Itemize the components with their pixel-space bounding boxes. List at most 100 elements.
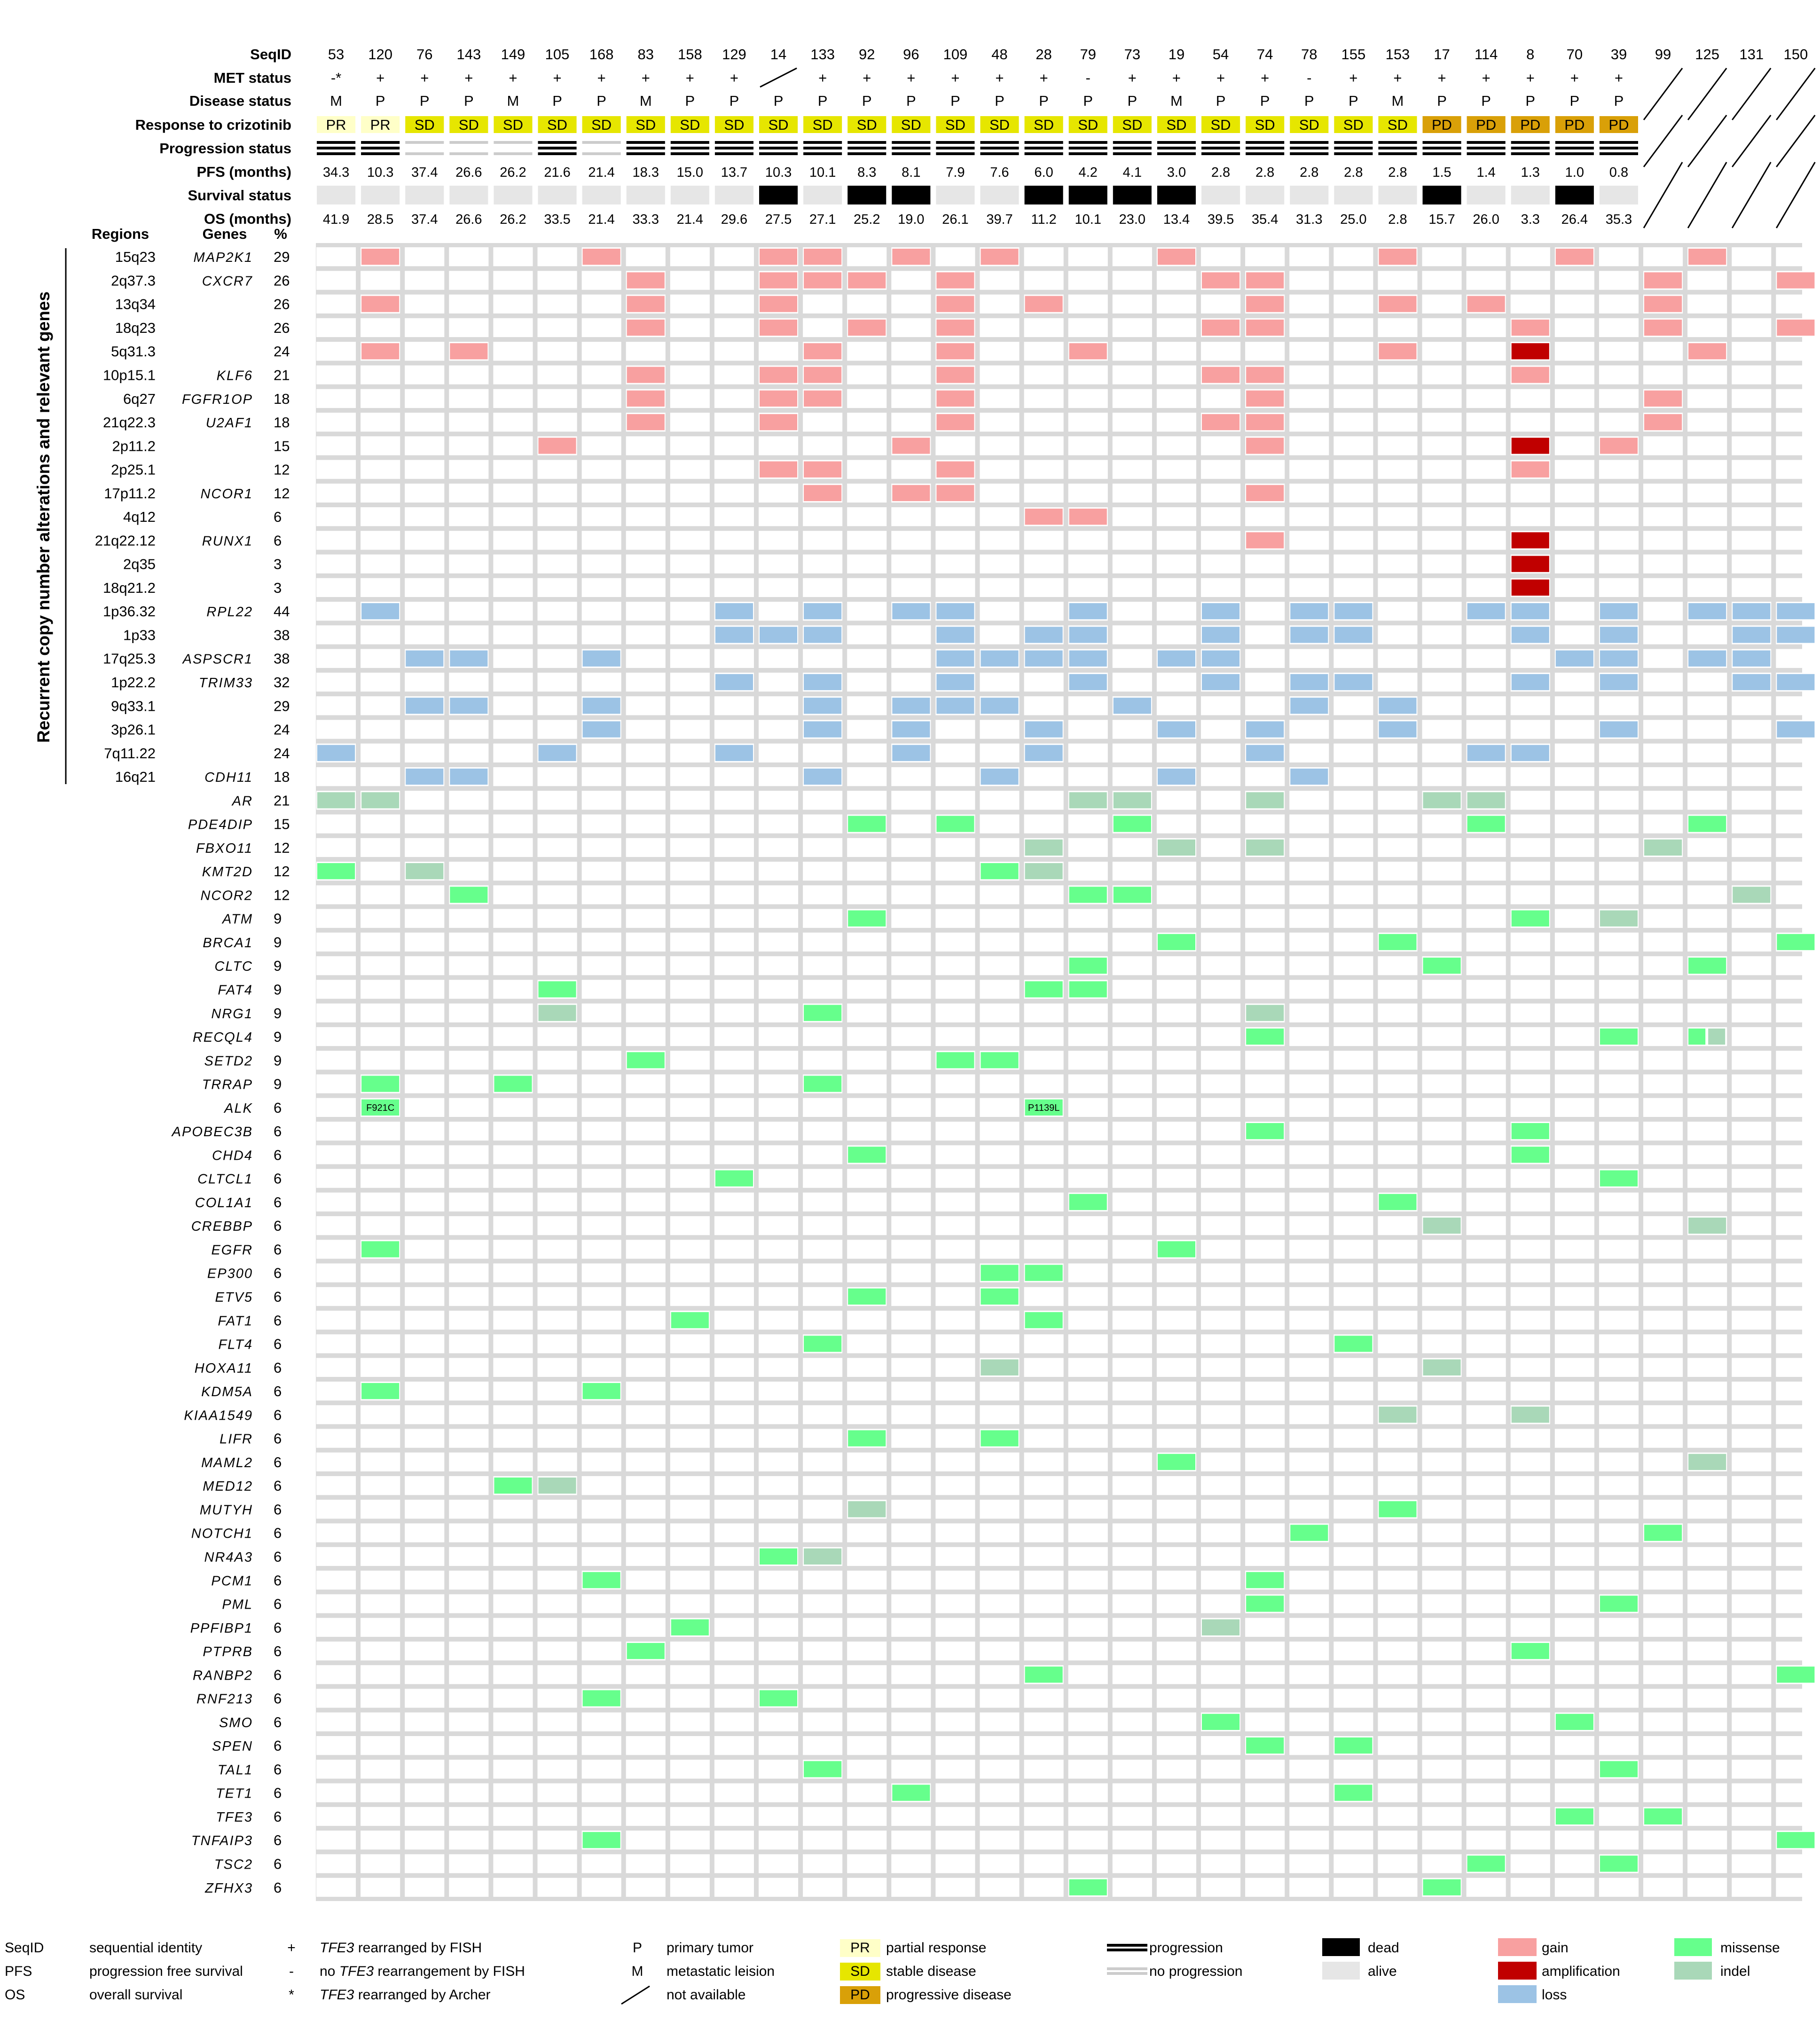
- grid-row-2p11.2: [316, 436, 1816, 456]
- cell-background: [1156, 1500, 1196, 1519]
- cell-background: [316, 271, 356, 290]
- cell-background: [891, 1405, 931, 1424]
- cell-background: [1201, 460, 1241, 479]
- cell-background: [1422, 1145, 1462, 1164]
- cell-background: [1156, 318, 1196, 338]
- disease-status-value: P: [1570, 93, 1580, 109]
- cell-background: [1687, 294, 1727, 314]
- progression-line: [670, 147, 709, 149]
- cell-background: [980, 1594, 1020, 1613]
- cell-background: [1024, 389, 1064, 408]
- cell-background: [1245, 1831, 1285, 1850]
- cell-gain: [936, 461, 974, 478]
- cell-background: [1245, 767, 1285, 786]
- cell-indel: [1600, 910, 1638, 927]
- cell-background: [803, 1736, 843, 1755]
- progression-line: [847, 147, 886, 149]
- seqid-label: 133: [810, 46, 835, 63]
- cell-background: [1422, 649, 1462, 668]
- cell-background: [626, 1807, 666, 1826]
- cell-background: [1466, 1571, 1506, 1590]
- cell-background: [537, 932, 577, 952]
- cell-background: [1378, 436, 1418, 456]
- cell-background: [1156, 1192, 1196, 1212]
- grid-row-7q11.22: [316, 743, 1816, 762]
- cell-background: [847, 247, 887, 267]
- cell-background: [803, 1027, 843, 1046]
- gene-label: CXCR7: [202, 274, 253, 289]
- gene-label: TET1: [216, 1786, 253, 1801]
- cell-background: [626, 1358, 666, 1377]
- cell-background: [1201, 791, 1241, 810]
- cell-background: [316, 294, 356, 314]
- cell-background: [1112, 1736, 1152, 1755]
- cell-background: [493, 1712, 533, 1732]
- cell-background: [759, 767, 799, 786]
- cell-background: [1024, 1145, 1064, 1164]
- os-value: 41.9: [323, 212, 349, 227]
- gene-label: NR4A3: [204, 1550, 253, 1565]
- legend-disease-text: not available: [667, 1987, 745, 2003]
- cell-background: [1554, 625, 1594, 645]
- cell-background: [626, 862, 666, 881]
- cell-background: [1024, 578, 1064, 597]
- cell-background: [1732, 814, 1772, 833]
- os-value: 25.0: [1340, 212, 1366, 227]
- cell-background: [935, 1736, 975, 1755]
- cell-background: [1334, 1216, 1373, 1235]
- cell-background: [405, 1192, 445, 1212]
- cell-loss: [1290, 627, 1328, 643]
- cell-background: [759, 1736, 799, 1755]
- cell-background: [980, 932, 1020, 952]
- grid-row-2q35: [316, 554, 1816, 574]
- cell-background: [714, 247, 754, 267]
- cell-background: [1245, 1476, 1285, 1495]
- cell-background: [1422, 1240, 1462, 1259]
- cell-missense: [1069, 887, 1107, 903]
- cell-background: [581, 1618, 621, 1637]
- cell-background: [714, 1287, 754, 1306]
- cell-background: [1466, 1216, 1506, 1235]
- cell-background: [891, 460, 931, 479]
- cell-background: [670, 1074, 710, 1093]
- cell-background: [714, 1452, 754, 1472]
- cell-background: [1687, 483, 1727, 503]
- legend-response-text: partial response: [886, 1940, 986, 1956]
- cell-background: [714, 696, 754, 715]
- cell-background: [980, 1854, 1020, 1873]
- cell-background: [891, 1263, 931, 1282]
- cell-background: [891, 1074, 931, 1093]
- cell-background: [803, 1240, 843, 1259]
- survival-status-box: [449, 186, 488, 204]
- cell-background: [847, 1240, 887, 1259]
- cell-background: [1599, 1263, 1639, 1282]
- disease-status-value: P: [862, 93, 872, 109]
- cell-background: [1643, 932, 1683, 952]
- cell-background: [1510, 1334, 1550, 1353]
- met-status-value: +: [818, 70, 827, 86]
- cell-background: [1289, 1263, 1329, 1282]
- cell-background: [1643, 791, 1683, 810]
- cell-background: [1510, 412, 1550, 432]
- cell-background: [449, 1712, 489, 1732]
- cell-background: [449, 271, 489, 290]
- cell-background: [493, 1216, 533, 1235]
- cell-background: [1422, 271, 1462, 290]
- cell-background: [361, 1358, 400, 1377]
- progression-line: [1422, 152, 1461, 155]
- cell-background: [1378, 1854, 1418, 1873]
- cell-gain: [936, 390, 974, 407]
- cell-missense: [1025, 1666, 1063, 1683]
- cell-background: [1156, 578, 1196, 597]
- cell-background: [1334, 1192, 1373, 1212]
- cell-background: [1554, 1051, 1594, 1070]
- response-value: SD: [591, 117, 612, 133]
- survival-status-box: [582, 186, 621, 204]
- cell-background: [1643, 460, 1683, 479]
- cell-background: [626, 1263, 666, 1282]
- cell-background: [1112, 1452, 1152, 1472]
- cell-background: [449, 1334, 489, 1353]
- cell-background: [1068, 1121, 1108, 1141]
